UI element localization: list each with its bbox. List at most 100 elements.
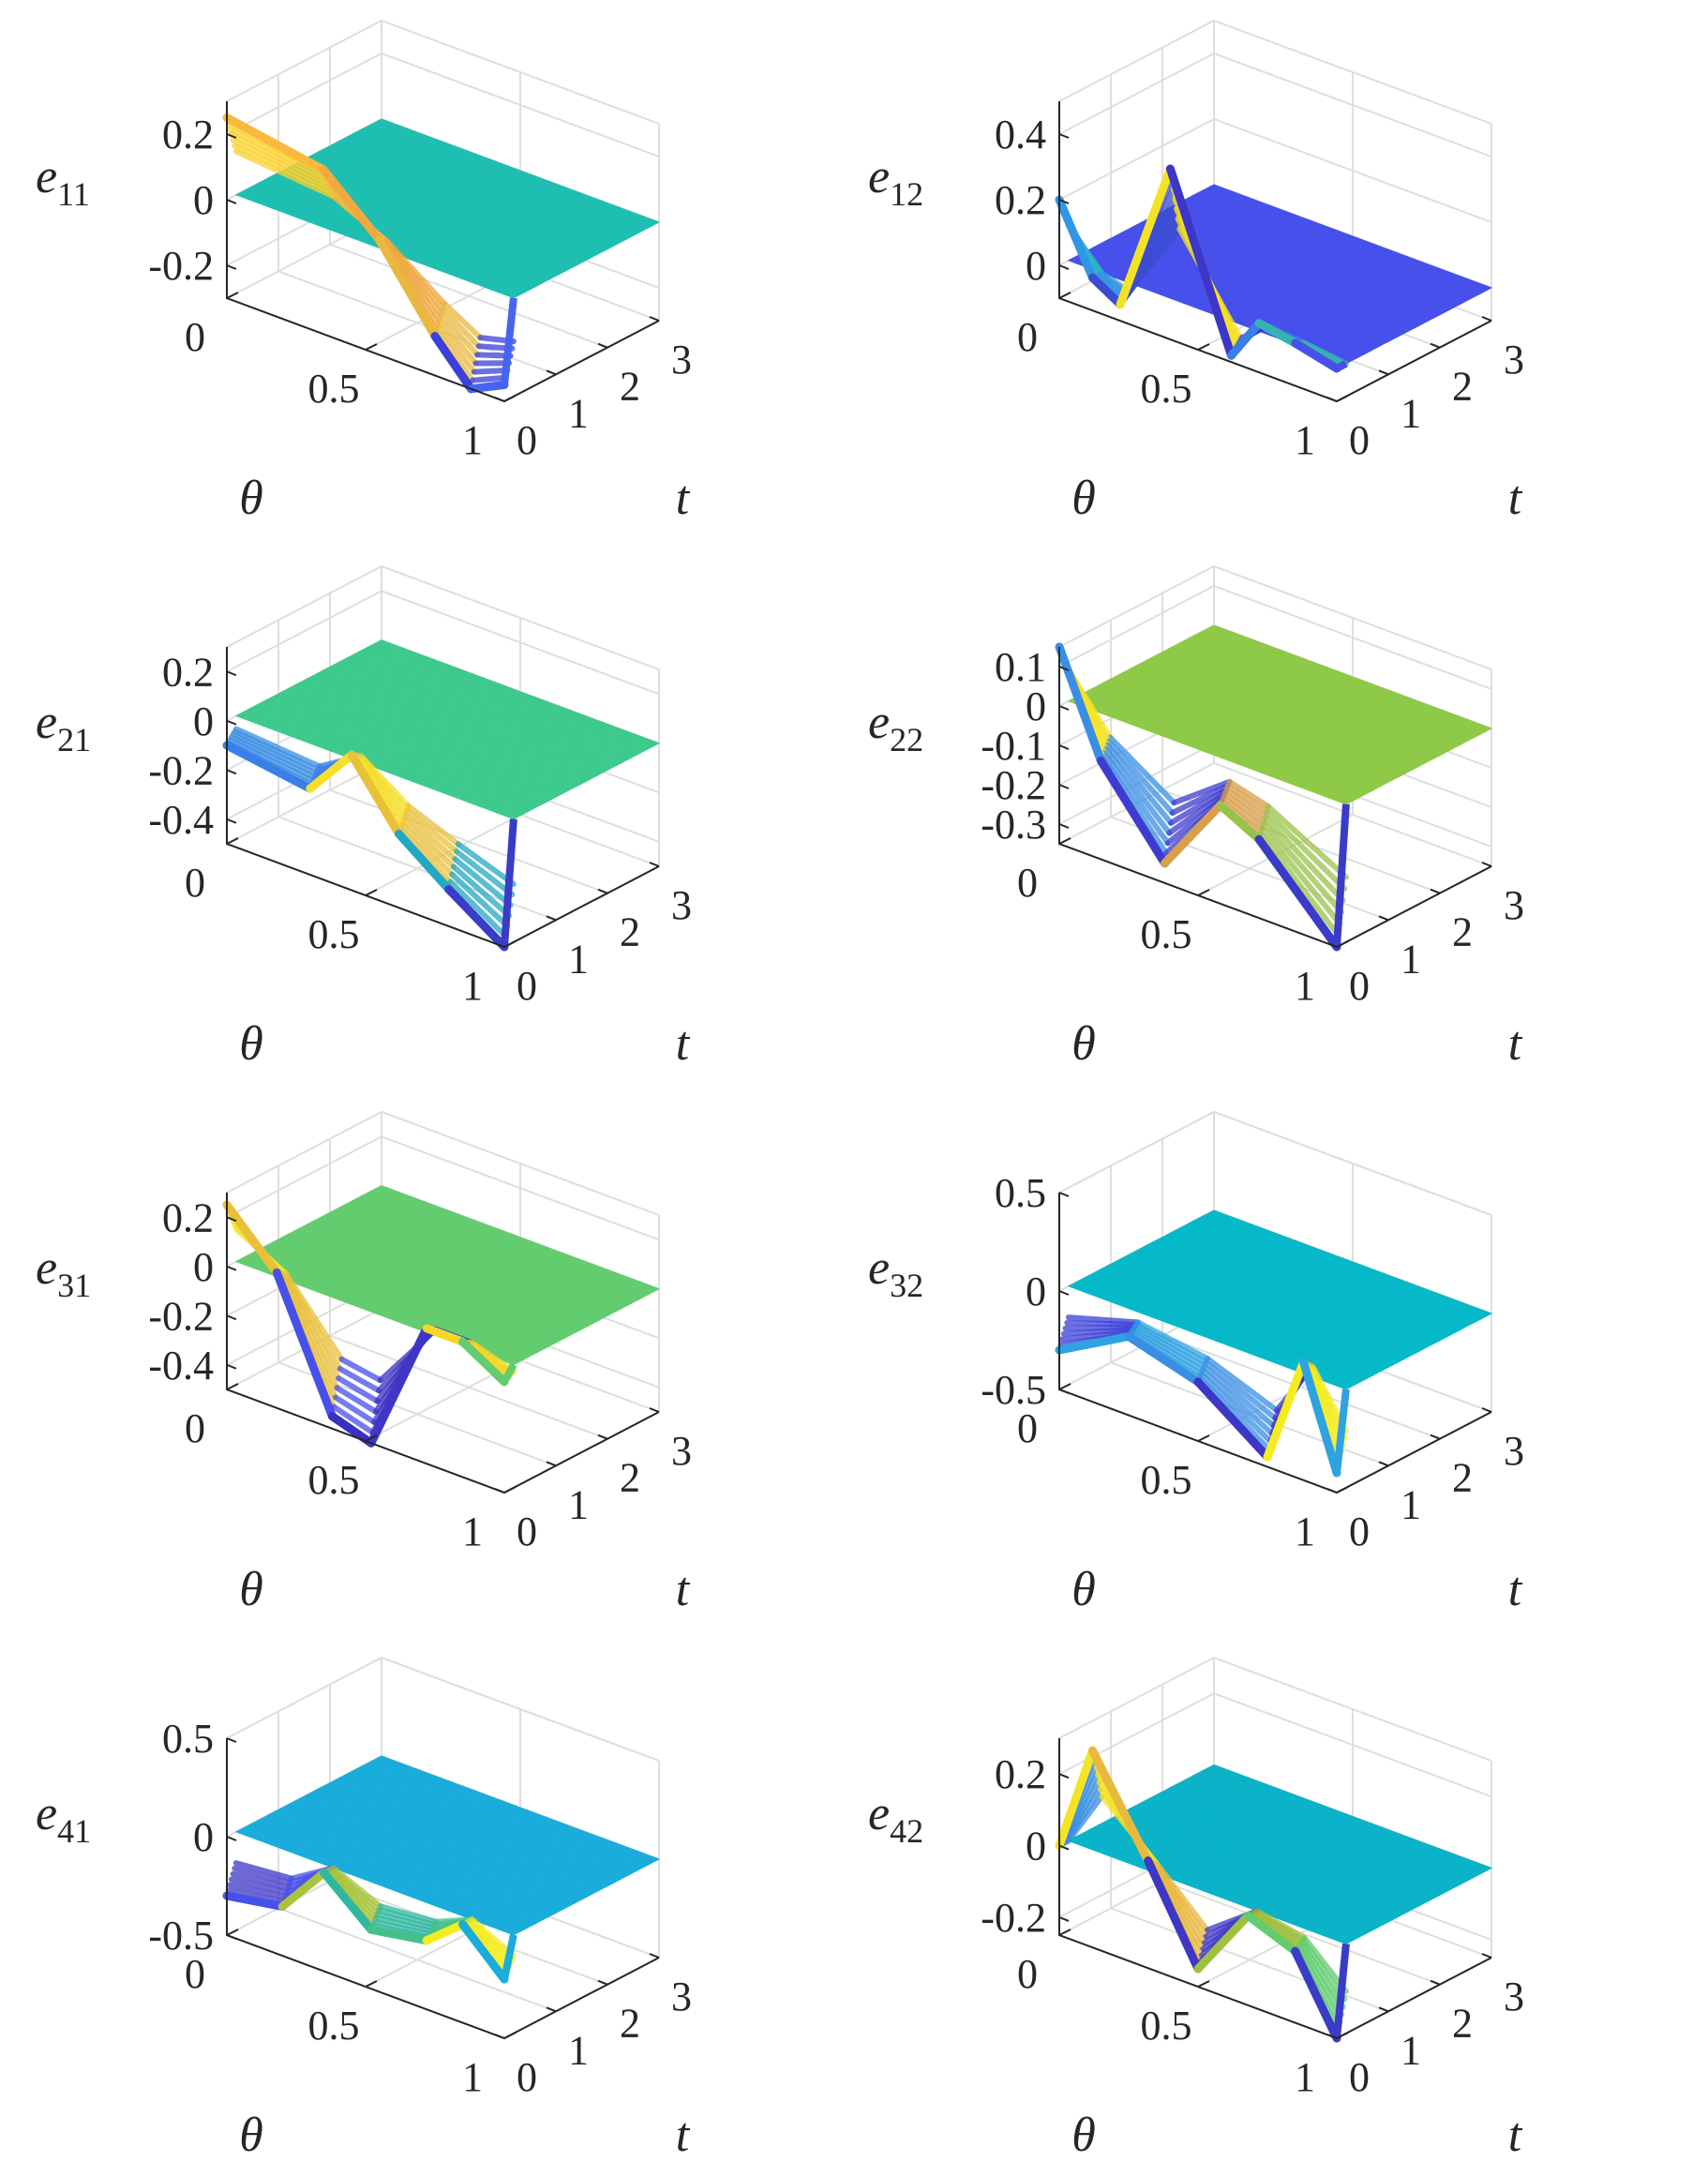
tick-mark bbox=[226, 1383, 239, 1390]
tick-mark bbox=[503, 395, 517, 402]
tick-mark bbox=[226, 133, 237, 139]
z-axis-label-sub: 21 bbox=[57, 721, 91, 758]
t-tick-label: 0 bbox=[1349, 1509, 1370, 1554]
tick-mark bbox=[1481, 862, 1492, 867]
z-tick-label: 0.4 bbox=[995, 112, 1046, 158]
z-axis-label-sub: 32 bbox=[890, 1267, 923, 1304]
transient-line bbox=[1299, 1358, 1341, 1478]
transient-line bbox=[450, 863, 512, 919]
tick-mark bbox=[1058, 292, 1071, 299]
tick-mark bbox=[1058, 199, 1070, 204]
transient-line bbox=[470, 374, 509, 383]
transient-line bbox=[1161, 801, 1225, 868]
z-tick-label: -0.4 bbox=[148, 797, 214, 843]
transient-line bbox=[222, 1891, 287, 1911]
transient-line bbox=[374, 1911, 436, 1931]
transient-line bbox=[1096, 757, 1169, 868]
theta-axis-label: θ bbox=[239, 2109, 263, 2162]
tick-mark bbox=[1430, 888, 1441, 894]
theta-tick-label: 0.5 bbox=[1141, 1457, 1192, 1503]
transient-line bbox=[402, 812, 458, 863]
transient-line bbox=[320, 166, 384, 245]
tick-mark bbox=[226, 292, 239, 299]
z-tick-label: -0.2 bbox=[148, 243, 214, 289]
tick-mark bbox=[226, 1363, 237, 1370]
transient-line bbox=[422, 1324, 468, 1346]
transient-line bbox=[1201, 1363, 1277, 1429]
transient-line bbox=[1107, 734, 1177, 806]
transient-line bbox=[1333, 1389, 1350, 1474]
t-tick-label: 3 bbox=[671, 1428, 692, 1474]
transient-line bbox=[405, 803, 461, 848]
grid-line bbox=[1058, 1110, 1492, 1216]
z-axis-label: e11 bbox=[36, 150, 90, 213]
tick-mark bbox=[1481, 1407, 1492, 1413]
z-tick-label: 0.5 bbox=[995, 1170, 1046, 1216]
transient-line bbox=[1199, 1367, 1275, 1437]
tick-mark bbox=[226, 1216, 237, 1223]
theta-tick-label: 0 bbox=[185, 1951, 205, 1997]
t-tick-label: 3 bbox=[1504, 337, 1524, 383]
transient-line bbox=[1291, 338, 1341, 373]
t-tick-label: 2 bbox=[1452, 1455, 1473, 1501]
z-tick-label: -0.2 bbox=[981, 1895, 1046, 1941]
z-axis-label: e42 bbox=[868, 1787, 923, 1850]
surface-strip bbox=[1202, 624, 1493, 735]
transient-line bbox=[398, 821, 456, 878]
t-axis-label: t bbox=[676, 472, 691, 525]
tick-mark bbox=[597, 1979, 608, 1986]
theta-tick-label: 1 bbox=[462, 2054, 483, 2100]
z-tick-label: 0 bbox=[193, 1814, 214, 1860]
transient-line bbox=[1198, 1371, 1274, 1445]
transient-line bbox=[1055, 195, 1097, 282]
surface-strip bbox=[369, 1185, 661, 1296]
theta-tick-label: 1 bbox=[1295, 417, 1315, 463]
transient-line bbox=[1243, 1911, 1300, 1956]
box-edge bbox=[1058, 19, 1492, 125]
theta-tick-label: 0.5 bbox=[1141, 2003, 1192, 2049]
theta-tick-label: 1 bbox=[1295, 2054, 1315, 2100]
transient-line bbox=[1263, 1358, 1308, 1462]
transient-line bbox=[1131, 1324, 1207, 1370]
transient-line bbox=[441, 300, 484, 341]
transient-line bbox=[331, 1404, 376, 1435]
tick-mark bbox=[1058, 264, 1070, 270]
theta-tick-label: 0 bbox=[185, 1405, 205, 1451]
surface-strip bbox=[1202, 1209, 1493, 1320]
tick-mark bbox=[1197, 889, 1210, 896]
tick-mark bbox=[1326, 1488, 1338, 1494]
t-tick-label: 0 bbox=[1349, 2054, 1370, 2100]
transient-line bbox=[225, 1887, 287, 1905]
transient-line bbox=[1134, 1319, 1210, 1361]
tick-mark bbox=[649, 316, 660, 322]
theta-tick-label: 1 bbox=[462, 1509, 483, 1554]
transient-line bbox=[1264, 809, 1348, 892]
theta-tick-label: 1 bbox=[462, 963, 483, 1009]
theta-tick-label: 0 bbox=[1017, 1951, 1038, 1997]
z-tick-label: 0 bbox=[193, 177, 214, 223]
tick-mark bbox=[1058, 1929, 1071, 1936]
tick-mark bbox=[546, 369, 557, 376]
transient-line bbox=[1171, 778, 1233, 806]
tick-mark bbox=[1378, 369, 1389, 376]
t-tick-label: 2 bbox=[1452, 2001, 1473, 2047]
z-tick-label: 0.2 bbox=[995, 1751, 1046, 1797]
transient-line bbox=[332, 1394, 378, 1425]
transient-line bbox=[372, 1914, 435, 1934]
t-tick-label: 2 bbox=[620, 2001, 640, 2047]
transient-line bbox=[395, 829, 454, 894]
surface-strip bbox=[369, 1755, 661, 1866]
t-tick-label: 2 bbox=[1452, 364, 1473, 410]
surface-strip bbox=[369, 118, 661, 229]
transient-line bbox=[1335, 360, 1348, 372]
tick-mark bbox=[1058, 1389, 1070, 1394]
z-axis-label-sub: 12 bbox=[890, 175, 923, 213]
theta-tick-label: 0.5 bbox=[308, 911, 360, 957]
tick-mark bbox=[546, 915, 557, 922]
grid-line bbox=[226, 762, 382, 845]
transient-line bbox=[1169, 783, 1231, 816]
t-tick-label: 3 bbox=[671, 1974, 692, 2019]
tick-mark bbox=[226, 1737, 237, 1743]
